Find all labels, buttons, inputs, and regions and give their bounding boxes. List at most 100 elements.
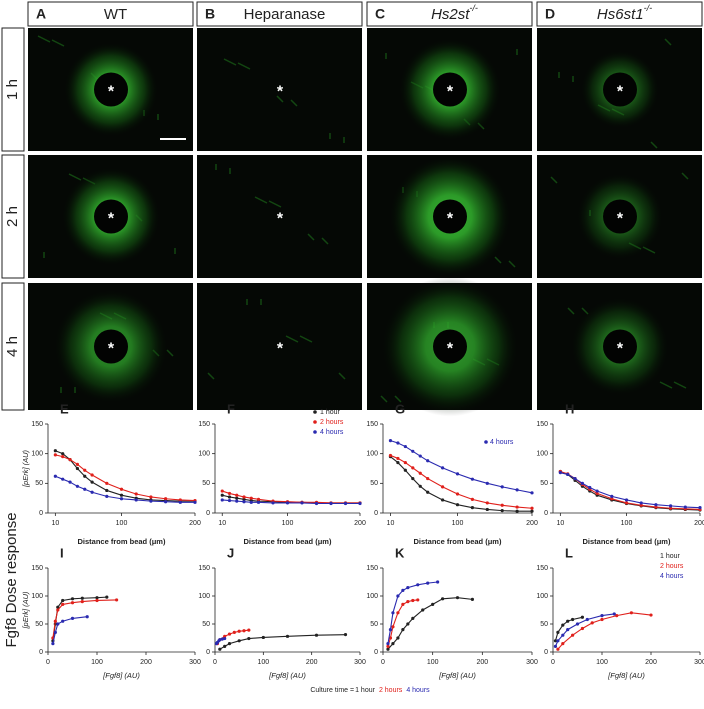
legend-entry: 2 hours [660, 563, 684, 570]
data-point [455, 472, 460, 476]
y-tick-label: 150 [536, 421, 548, 428]
header-box [27, 1, 194, 27]
data-point [396, 456, 400, 461]
row-label-box [1, 154, 25, 279]
header-box [366, 1, 533, 27]
series-line [390, 454, 533, 509]
data-point [164, 500, 168, 504]
data-point [61, 455, 65, 459]
data-point [612, 612, 616, 616]
column-title: WT [104, 6, 127, 23]
y-tick-label: 150 [198, 421, 210, 428]
image-background [197, 28, 362, 151]
column-name: Heparanase [244, 6, 326, 23]
data-point [83, 468, 87, 472]
data-point [105, 481, 109, 485]
bead-marker: * [617, 84, 624, 101]
data-point [515, 505, 519, 509]
y-tick-label: 150 [31, 565, 43, 572]
data-point [386, 644, 390, 649]
y-tick-label: 50 [35, 621, 43, 628]
data-point [386, 642, 390, 646]
data-point [95, 598, 99, 603]
data-point [80, 596, 84, 600]
data-point [571, 633, 575, 637]
x-tick-label: 100 [427, 659, 439, 666]
x-tick-label: 300 [694, 659, 704, 666]
y-tick-label: 0 [544, 510, 548, 517]
bead [94, 72, 128, 107]
x-tick-label: 100 [452, 520, 464, 527]
fiber [299, 335, 313, 343]
bead-marker: * [277, 341, 284, 358]
data-point [95, 596, 99, 600]
bead [94, 199, 128, 234]
data-point [401, 588, 405, 593]
fiber [673, 381, 687, 389]
data-point [600, 614, 604, 618]
panel-letter: A [36, 6, 46, 22]
series-line [387, 581, 438, 644]
data-point [403, 444, 407, 449]
data-point [61, 477, 65, 481]
image-background [197, 283, 362, 410]
x-tick-label: 10 [218, 520, 226, 527]
data-point [193, 500, 197, 504]
column-superscript: -/- [469, 3, 478, 13]
bead [433, 199, 467, 234]
x-axis-label: [Fgf8] (AU) [268, 671, 306, 680]
data-point [388, 453, 393, 458]
fiber [237, 62, 251, 70]
series-line [560, 472, 701, 509]
data-point [149, 499, 153, 503]
data-point [401, 602, 405, 607]
series-line [560, 470, 701, 511]
micrograph: * [28, 283, 193, 410]
x-axis-label: Distance from bead (μm) [244, 537, 332, 546]
data-point [403, 468, 407, 472]
fiber [664, 38, 672, 46]
x-tick-label: 300 [526, 659, 538, 666]
data-point [134, 498, 138, 502]
row-label-box [1, 27, 25, 152]
y-tick-label: 50 [540, 621, 548, 628]
side-label: Fgf8 Dose response [3, 512, 20, 647]
data-point [556, 630, 560, 635]
data-point [61, 602, 65, 607]
y-tick-label: 50 [370, 621, 378, 628]
x-axis-label: Distance from bead (μm) [583, 537, 671, 546]
y-tick-label: 100 [198, 451, 210, 458]
fiber [650, 141, 658, 149]
data-point [391, 611, 395, 615]
y-tick-label: 0 [206, 649, 210, 656]
x-tick-label: 200 [306, 659, 318, 666]
row-label: 4 h [4, 336, 21, 357]
bead-marker: * [447, 341, 454, 358]
fiber [659, 381, 673, 389]
y-tick-label: 0 [206, 510, 210, 517]
y-tick-label: 150 [536, 565, 548, 572]
data-point [500, 485, 504, 489]
bead-marker: * [617, 341, 624, 358]
data-point [411, 616, 415, 621]
micrograph: * [367, 28, 532, 151]
data-point [561, 623, 565, 627]
chart-title: L [565, 545, 573, 560]
data-point [411, 466, 415, 470]
y-tick-label: 0 [374, 649, 378, 656]
x-axis-label: [Fgf8] (AU) [607, 671, 645, 680]
data-point [406, 622, 410, 626]
x-axis-label: Distance from bead (μm) [78, 537, 166, 546]
data-point [573, 476, 577, 481]
bead-marker: * [277, 84, 284, 101]
x-tick-label: 200 [645, 659, 657, 666]
bead-marker: * [447, 84, 454, 101]
data-point [232, 630, 236, 635]
data-point [580, 615, 585, 619]
row-label: 1 h [4, 79, 21, 100]
data-point [396, 441, 400, 445]
column-title: Hs6st1-/- [597, 3, 652, 23]
series-line [52, 616, 88, 644]
data-point [411, 598, 415, 603]
x-tick-label: 300 [354, 659, 366, 666]
